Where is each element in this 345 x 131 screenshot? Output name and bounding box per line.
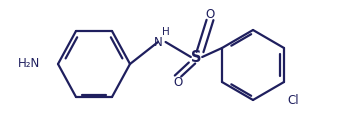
Text: H: H [162,26,169,37]
Text: O: O [205,7,215,20]
Text: S: S [191,50,201,64]
Text: N: N [154,36,162,48]
Text: O: O [174,75,183,89]
Text: Cl: Cl [288,94,299,107]
Text: H₂N: H₂N [18,58,40,70]
